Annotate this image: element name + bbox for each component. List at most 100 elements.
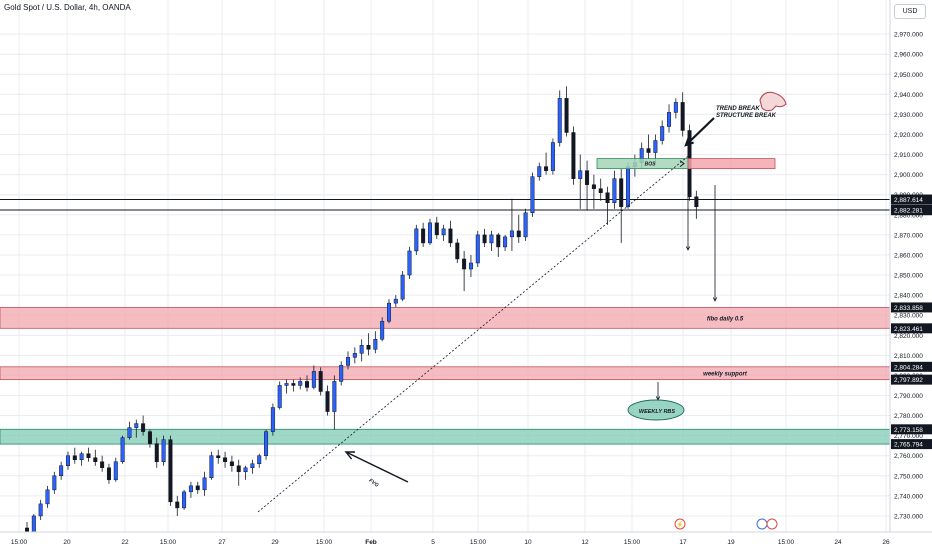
candle-body[interactable] [537, 166, 542, 177]
candle-body[interactable] [489, 234, 494, 244]
candle-body[interactable] [93, 457, 98, 462]
candle-body[interactable] [591, 184, 596, 189]
candle-body[interactable] [386, 302, 391, 322]
candle-body[interactable] [626, 166, 631, 208]
candle-body[interactable] [557, 98, 562, 143]
candle-body[interactable] [209, 455, 214, 479]
candle-body[interactable] [400, 274, 405, 300]
candle-body[interactable] [448, 228, 453, 244]
candle-body[interactable] [182, 491, 187, 509]
candle-body[interactable] [366, 345, 371, 350]
candle-body[interactable] [86, 453, 91, 458]
candle-body[interactable] [147, 431, 152, 444]
candle-body[interactable] [79, 453, 84, 460]
candle-body[interactable] [332, 381, 337, 412]
candle-body[interactable] [612, 178, 617, 204]
candle-body[interactable] [509, 230, 514, 238]
candle-body[interactable] [291, 383, 296, 386]
candle-body[interactable] [564, 98, 569, 133]
candle-body[interactable] [216, 455, 221, 458]
candle-body[interactable] [414, 228, 419, 252]
event-lightning-icon[interactable] [674, 518, 686, 530]
candle-body[interactable] [277, 385, 282, 408]
candle-body[interactable] [503, 236, 508, 248]
candle-body[interactable] [475, 234, 480, 264]
candle-body[interactable] [311, 371, 316, 388]
candle-body[interactable] [154, 443, 159, 462]
candle-body[interactable] [223, 457, 228, 462]
candle-body[interactable] [468, 262, 473, 270]
candle-body[interactable] [188, 485, 193, 493]
candle-body[interactable] [571, 132, 576, 179]
candle-body[interactable] [264, 431, 269, 456]
candle-body[interactable] [52, 475, 57, 491]
candle-body[interactable] [646, 148, 651, 153]
candle-body[interactable] [598, 188, 603, 193]
candle-body[interactable] [619, 178, 624, 208]
candle-body[interactable] [141, 423, 146, 432]
candle-body[interactable] [680, 102, 685, 131]
candle-body[interactable] [585, 170, 590, 185]
candle-body[interactable] [305, 381, 310, 388]
candle-body[interactable] [339, 365, 344, 382]
candle-body[interactable] [65, 455, 70, 467]
candle-body[interactable] [257, 455, 262, 464]
event-flag-icon-1[interactable] [756, 518, 768, 530]
candle-body[interactable] [455, 242, 460, 260]
candle-body[interactable] [578, 170, 583, 179]
candle-body[interactable] [346, 357, 351, 366]
candle-body[interactable] [441, 228, 446, 236]
candle-body[interactable] [660, 126, 665, 141]
candle-body[interactable] [516, 230, 521, 238]
candle-body[interactable] [72, 455, 77, 460]
candle-body[interactable] [523, 212, 528, 238]
candle-body[interactable] [667, 112, 672, 127]
candle-body[interactable] [359, 345, 364, 354]
candle-body[interactable] [45, 489, 50, 505]
candle-body[interactable] [106, 467, 111, 481]
candle-body[interactable] [134, 423, 139, 428]
candle-body[interactable] [38, 503, 43, 517]
candle-body[interactable] [318, 371, 323, 392]
candle-body[interactable] [31, 515, 36, 533]
candle-body[interactable] [393, 298, 398, 304]
candle-body[interactable] [175, 501, 180, 509]
candle-body[interactable] [298, 381, 303, 386]
event-flag-icon-2[interactable] [766, 518, 778, 530]
candle-body[interactable] [100, 461, 105, 469]
candle-body[interactable] [168, 439, 173, 503]
candle-body[interactable] [120, 437, 125, 462]
candle-body[interactable] [284, 383, 289, 386]
candle-body[interactable] [243, 467, 248, 473]
candle-body[interactable] [407, 250, 412, 276]
candle-body[interactable] [325, 391, 330, 412]
candle-body[interactable] [673, 102, 678, 113]
candle-body[interactable] [195, 485, 200, 491]
candle-body[interactable] [380, 320, 385, 340]
candle-body[interactable] [373, 339, 378, 350]
candle-body[interactable] [25, 527, 29, 533]
candle-body[interactable] [530, 176, 535, 214]
candle-body[interactable] [427, 222, 432, 244]
candle-body[interactable] [421, 228, 426, 244]
candle-body[interactable] [482, 234, 487, 244]
candle-body[interactable] [496, 234, 501, 248]
candle-body[interactable] [59, 465, 64, 477]
candle-body[interactable] [229, 461, 234, 467]
candle-body[interactable] [127, 427, 132, 438]
candle-body[interactable] [605, 192, 610, 204]
candle-body[interactable] [250, 463, 255, 469]
candle-body[interactable] [694, 196, 699, 208]
candle-body[interactable] [236, 465, 241, 473]
candle-body[interactable] [653, 140, 658, 153]
candle-body[interactable] [462, 258, 467, 270]
candle-body[interactable] [352, 353, 357, 358]
candle-body[interactable] [202, 477, 207, 491]
candle-body[interactable] [270, 407, 275, 432]
candle-body[interactable] [113, 461, 118, 481]
currency-button[interactable]: USD [894, 4, 926, 19]
candle-body[interactable] [550, 142, 555, 171]
candle-body[interactable] [434, 222, 439, 236]
candle-body[interactable] [161, 439, 166, 462]
